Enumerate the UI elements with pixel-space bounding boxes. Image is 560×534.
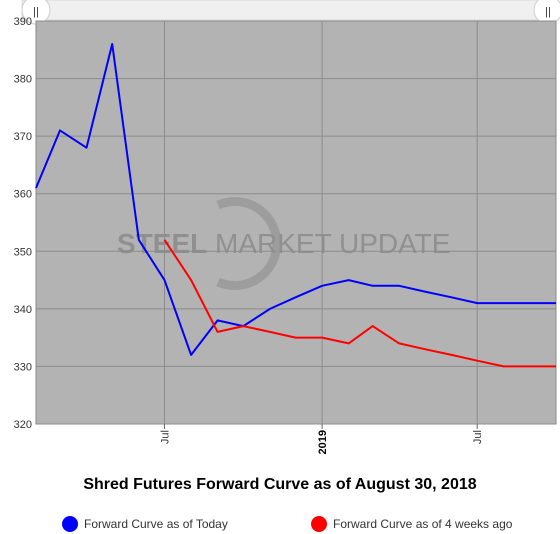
x-tick-label: 2019 (317, 430, 329, 454)
y-tick-label: 370 (14, 131, 32, 143)
legend-label-today: Forward Curve as of Today (84, 517, 228, 531)
x-tick-label: Jul (160, 430, 172, 444)
plot-area (35, 20, 557, 425)
watermark-update: UPDATE (331, 228, 450, 259)
y-tick-label: 390 (14, 16, 32, 28)
y-tick-label: 330 (14, 361, 32, 373)
right-handle-grip-icon: || (545, 6, 551, 18)
watermark-steel: STEEL (117, 228, 207, 259)
y-tick-label: 380 (14, 74, 32, 86)
chart-title: Shred Futures Forward Curve as of August… (83, 476, 477, 493)
range-slider[interactable]: || || (21, 0, 560, 25)
range-slider-track[interactable] (21, 0, 543, 21)
watermark-swoosh-icon (216, 197, 282, 290)
legend-label-4-weeks-ago: Forward Curve as of 4 weeks ago (333, 517, 513, 531)
series-line-4-weeks-ago[interactable] (163, 239, 557, 368)
legend-item-today[interactable]: Forward Curve as of Today (62, 515, 228, 533)
left-handle-grip-icon: || (33, 6, 39, 18)
chart: || || STEEL MARKET UPDATE 320 330 340 350 36… (14, 0, 560, 454)
watermark: STEEL MARKET UPDATE (117, 197, 450, 290)
series-lines (35, 43, 557, 368)
legend-marker-today (62, 516, 78, 532)
range-slider-right-handle[interactable]: || (533, 0, 560, 25)
watermark-market: MARKET (207, 228, 331, 259)
grid-lines (36, 20, 556, 425)
y-tick-label: 350 (14, 246, 32, 258)
x-tick-label: Jul (472, 430, 484, 444)
legend-marker-4-weeks-ago (311, 516, 327, 532)
series-line-today[interactable] (35, 43, 556, 356)
legend-item-4-weeks-ago[interactable]: Forward Curve as of 4 weeks ago (311, 515, 512, 533)
watermark-text: STEEL MARKET UPDATE (117, 228, 450, 259)
y-tick-label: 360 (14, 189, 32, 201)
y-tick-label: 320 (14, 419, 32, 431)
y-tick-label: 340 (14, 304, 32, 316)
axes: 320 330 340 350 360 370 380 390 Jul 2019 Jul (14, 16, 485, 454)
